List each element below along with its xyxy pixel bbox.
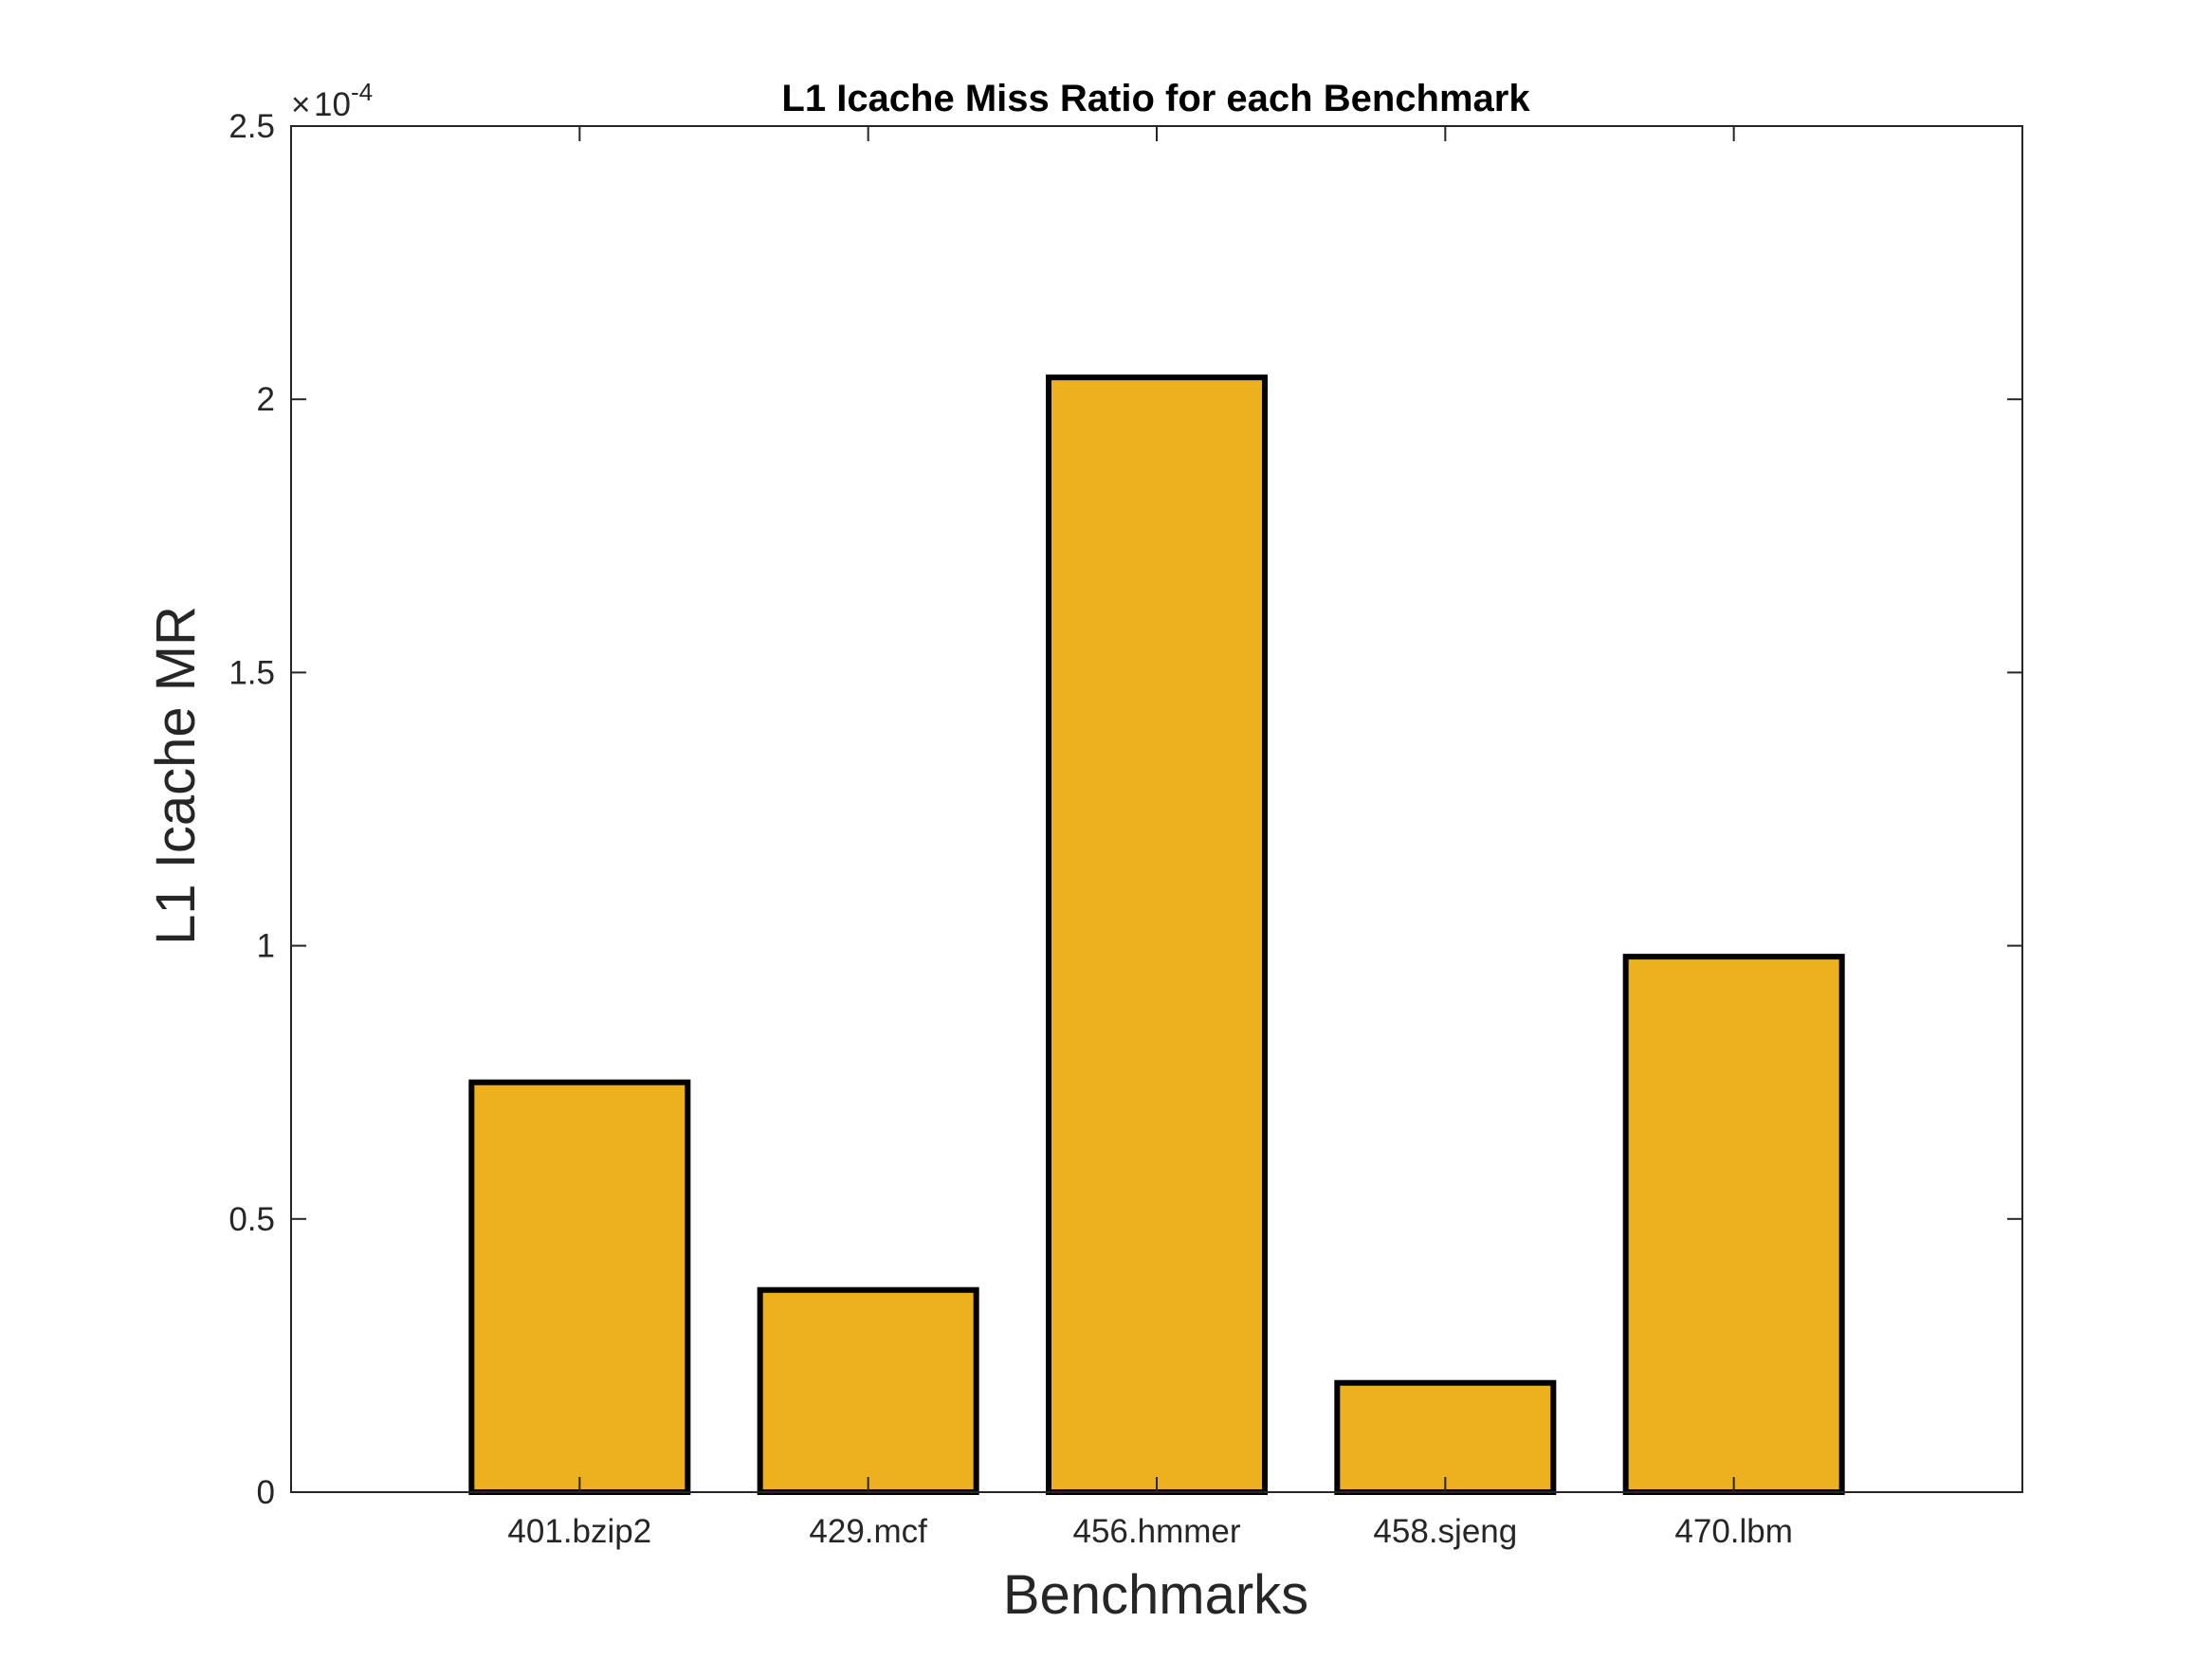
bars-group (468, 374, 1845, 1496)
y-tick-label: 1.5 (229, 654, 275, 691)
x-tick-labels: 401.bzip2 429.mcf 456.hmmer 458.sjeng 470.lb… (507, 1513, 1792, 1550)
y-axis-exponent: × 10 -4 (291, 78, 373, 123)
x-tick-label: 456.hmmer (1072, 1513, 1240, 1550)
x-tick-label: 470.lbm (1674, 1513, 1793, 1550)
bar-470.lbm (1622, 954, 1845, 1495)
x-tick-label: 458.sjeng (1373, 1513, 1517, 1550)
bar-456.hmmer (1046, 374, 1268, 1495)
svg-text:×: × (291, 86, 310, 123)
chart-title: L1 Icache Miss Ratio for each Benchmark (781, 78, 1530, 119)
x-tick-label: 429.mcf (809, 1513, 927, 1550)
y-tick-label: 0.5 (229, 1201, 275, 1238)
x-axis-label: Benchmarks (1003, 1564, 1308, 1626)
y-tick-labels: 0 0.5 1 1.5 2 2.5 (229, 108, 275, 1511)
bar-401.bzip2 (468, 1079, 691, 1495)
bar-429.mcf (757, 1286, 979, 1496)
y-exponent-base: 10 (314, 86, 351, 123)
y-tick-label: 2 (257, 381, 275, 418)
y-exponent-power: -4 (351, 78, 373, 106)
y-tick-label: 2.5 (229, 108, 275, 145)
x-tick-label: 401.bzip2 (507, 1513, 651, 1550)
axis-ticks (291, 125, 2022, 1493)
y-tick-label: 1 (257, 928, 275, 965)
y-axis-label: L1 Icache MR (145, 606, 207, 945)
y-tick-label: 0 (257, 1474, 275, 1511)
bar-458.sjeng (1334, 1379, 1557, 1495)
